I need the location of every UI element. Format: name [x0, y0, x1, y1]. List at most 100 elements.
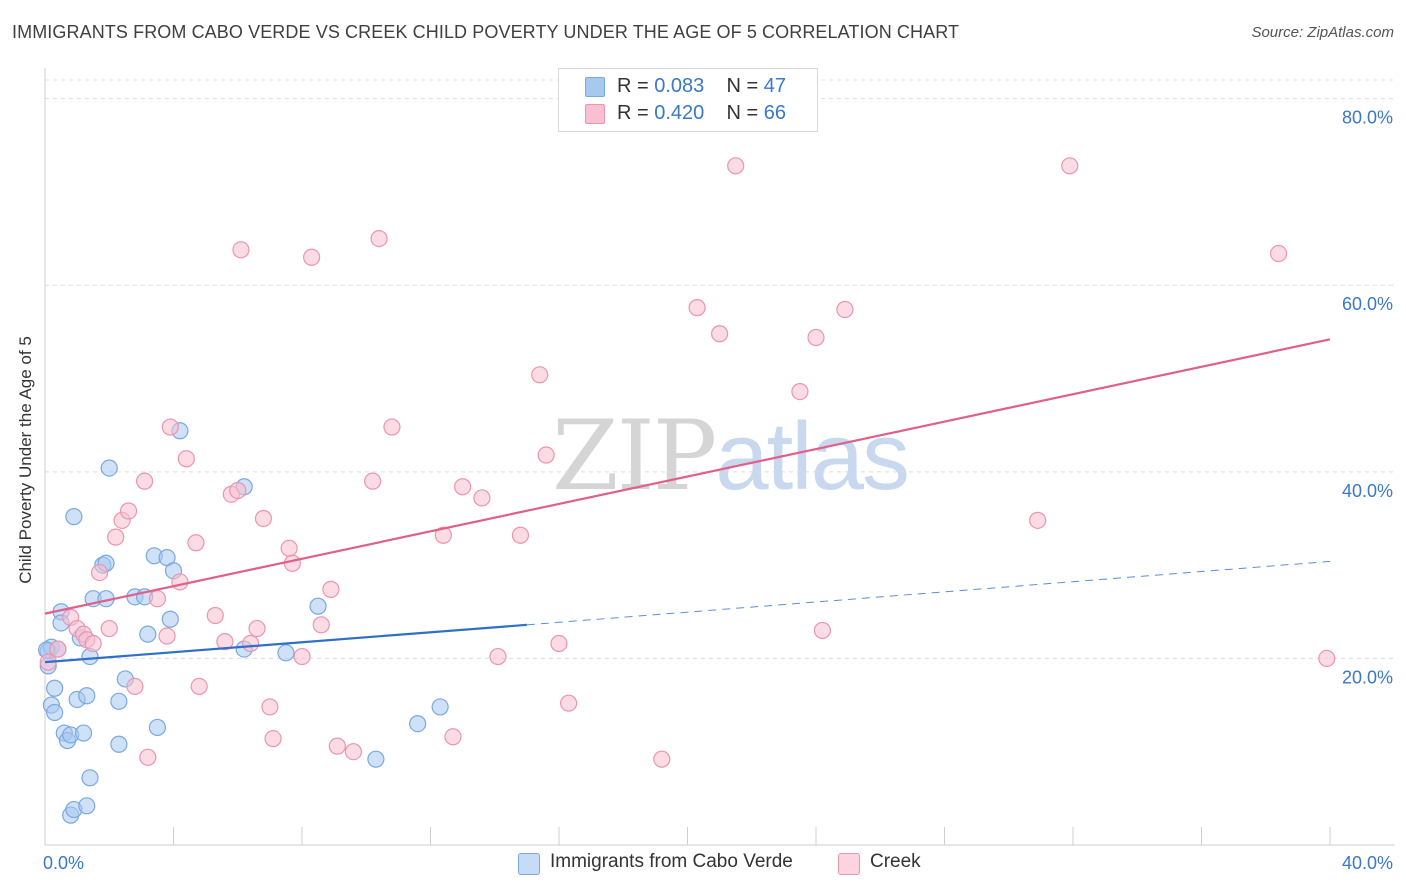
point-cabo-verde [100, 459, 118, 477]
n-value-cabo-verde: 47 [763, 75, 787, 97]
point-creek [1269, 244, 1288, 263]
point-cabo-verde [65, 508, 83, 526]
point-creek [187, 534, 205, 552]
point-creek [383, 418, 401, 436]
trendline-cabo-verde [44, 623, 527, 664]
point-cabo-verde [110, 735, 128, 753]
point-creek [107, 528, 125, 546]
legend-swatch-creek [838, 853, 860, 875]
point-creek [511, 526, 530, 544]
point-creek [283, 554, 301, 572]
y-tick-label: 60.0% [1342, 294, 1393, 314]
point-creek [312, 616, 330, 634]
point-cabo-verde [78, 797, 96, 815]
point-cabo-verde [367, 750, 385, 768]
point-creek [49, 640, 67, 658]
point-creek [161, 418, 179, 436]
point-creek [688, 299, 706, 317]
point-creek [280, 539, 298, 557]
y-tick-label: 20.0% [1342, 667, 1393, 687]
n-label: N = [726, 75, 764, 97]
point-creek [139, 748, 157, 766]
point-cabo-verde [148, 718, 167, 737]
point-creek [232, 241, 250, 259]
point-creek [370, 229, 388, 248]
n-value-creek: 66 [763, 102, 787, 124]
stats-swatch-creek [585, 104, 605, 124]
x-tick-label: 0.0% [43, 853, 84, 873]
point-creek [242, 634, 260, 653]
legend-swatch-cabo-verde [518, 853, 540, 875]
point-creek [264, 730, 282, 748]
series-legend: Immigrants from Cabo Verde Creek [0, 850, 1406, 878]
point-cabo-verde [110, 692, 128, 710]
point-cabo-verde [78, 687, 96, 705]
point-creek [177, 450, 195, 468]
point-creek [135, 472, 154, 490]
point-creek [148, 590, 167, 608]
r-label: R = [617, 102, 655, 124]
point-creek [216, 633, 234, 651]
trendline-cabo-verde-extension [526, 560, 1331, 626]
trendline-creek [44, 338, 1331, 615]
point-creek [322, 580, 340, 598]
point-creek [1318, 649, 1336, 668]
point-creek [254, 509, 273, 528]
r-value-creek: 0.420 [654, 102, 705, 124]
point-creek [303, 248, 321, 266]
r-value-cabo-verde: 0.083 [654, 75, 705, 97]
chart-title: IMMIGRANTS FROM CABO VERDE VS CREEK CHIL… [12, 22, 960, 42]
point-creek [560, 694, 578, 712]
x-tick-label: 40.0% [1342, 853, 1393, 873]
point-creek [1061, 157, 1079, 175]
legend-label-cabo-verde: Immigrants from Cabo Verde [550, 851, 793, 872]
point-creek [91, 563, 109, 582]
y-tick-label: 80.0% [1342, 108, 1393, 128]
point-creek [807, 328, 825, 347]
point-creek [248, 619, 266, 638]
point-cabo-verde [46, 703, 64, 722]
point-cabo-verde [74, 724, 93, 742]
point-creek [84, 634, 102, 653]
point-cabo-verde [309, 597, 327, 615]
point-cabo-verde [81, 769, 99, 787]
point-cabo-verde [161, 610, 179, 628]
point-creek [434, 526, 452, 544]
point-creek [836, 300, 854, 319]
point-creek [171, 573, 189, 591]
point-creek [444, 728, 462, 746]
point-creek [158, 627, 176, 645]
point-creek [473, 489, 491, 507]
point-creek [364, 472, 382, 490]
point-creek [537, 446, 555, 464]
point-creek [550, 634, 568, 653]
point-cabo-verde [139, 625, 157, 643]
point-creek [190, 677, 208, 696]
legend-label-creek: Creek [870, 851, 921, 872]
point-cabo-verde [46, 679, 64, 697]
point-creek [531, 366, 549, 384]
point-creek [653, 750, 671, 768]
point-cabo-verde [277, 644, 295, 662]
n-label: N = [726, 102, 764, 124]
point-creek [328, 737, 346, 755]
point-creek [1029, 511, 1047, 529]
point-creek [791, 382, 809, 401]
point-cabo-verde [431, 698, 449, 716]
point-creek [206, 606, 224, 625]
point-creek [813, 621, 832, 640]
point-cabo-verde [409, 715, 427, 733]
point-creek [119, 502, 138, 520]
point-creek [344, 743, 362, 761]
y-tick-label: 40.0% [1342, 481, 1393, 501]
point-creek [727, 157, 745, 175]
point-creek [489, 647, 507, 666]
stats-legend: R = 0.083 N = 47 R = 0.420 N = 66 [558, 68, 818, 132]
point-creek [100, 619, 118, 638]
point-creek [454, 478, 472, 496]
source-label: Source: ZipAtlas.com [1251, 24, 1394, 41]
point-creek [126, 677, 144, 696]
r-label: R = [617, 75, 655, 97]
point-creek [261, 698, 279, 716]
